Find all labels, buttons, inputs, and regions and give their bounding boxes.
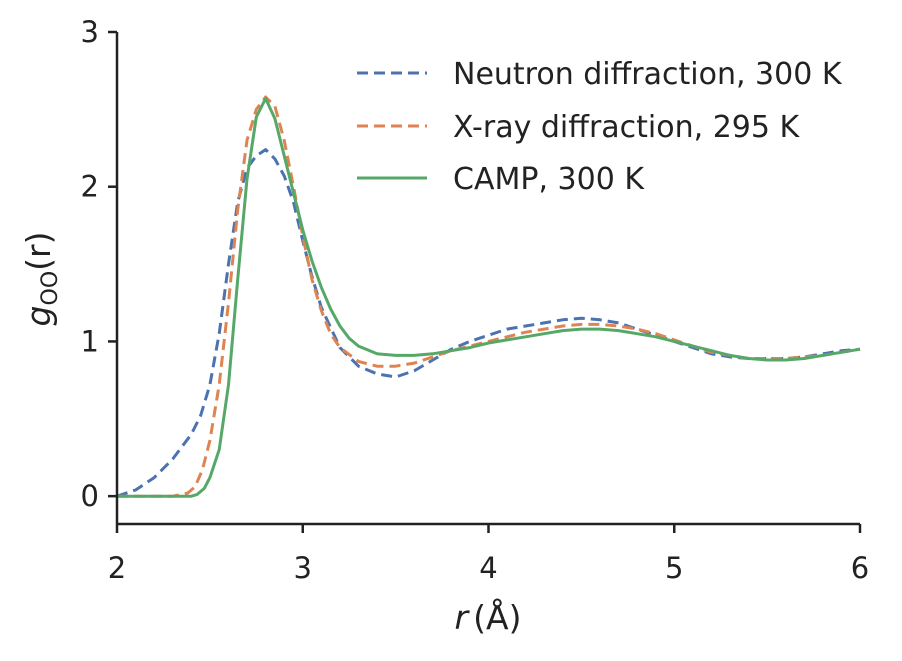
x-tick-label: 2 bbox=[108, 551, 126, 585]
plot-lines bbox=[116, 95, 861, 498]
y-tick-label: 0 bbox=[81, 479, 99, 513]
x-tick-label: 6 bbox=[851, 551, 869, 585]
legend: Neutron diffraction, 300 K X-ray diffrac… bbox=[357, 57, 843, 197]
x-axis-variable: r bbox=[455, 598, 471, 637]
x-ticks: 2 3 4 5 6 bbox=[108, 524, 869, 585]
y-tick-label: 1 bbox=[81, 324, 99, 358]
x-tick-label: 4 bbox=[479, 551, 497, 585]
legend-label-neutron: Neutron diffraction, 300 K bbox=[453, 57, 843, 92]
x-axis-title: r (Å) bbox=[455, 597, 522, 637]
y-axis-subscript: OO bbox=[38, 271, 63, 306]
legend-label-camp: CAMP, 300 K bbox=[453, 162, 645, 197]
y-axis-main: g bbox=[19, 306, 58, 327]
series-line-xray bbox=[117, 95, 861, 498]
x-axis-unit: (Å) bbox=[473, 597, 521, 637]
series-line-camp bbox=[117, 97, 861, 498]
y-axis-title: gOO(r) bbox=[19, 232, 63, 327]
y-ticks: 0 1 2 3 bbox=[81, 15, 117, 513]
x-tick-label: 5 bbox=[665, 551, 683, 585]
y-tick-label: 2 bbox=[81, 170, 99, 204]
x-tick-label: 3 bbox=[294, 551, 312, 585]
y-axis-argument: (r) bbox=[19, 232, 58, 271]
y-tick-label: 3 bbox=[81, 15, 99, 49]
axes bbox=[115, 32, 860, 526]
legend-label-xray: X-ray diffraction, 295 K bbox=[453, 110, 800, 145]
series-line-neutron bbox=[116, 148, 861, 498]
